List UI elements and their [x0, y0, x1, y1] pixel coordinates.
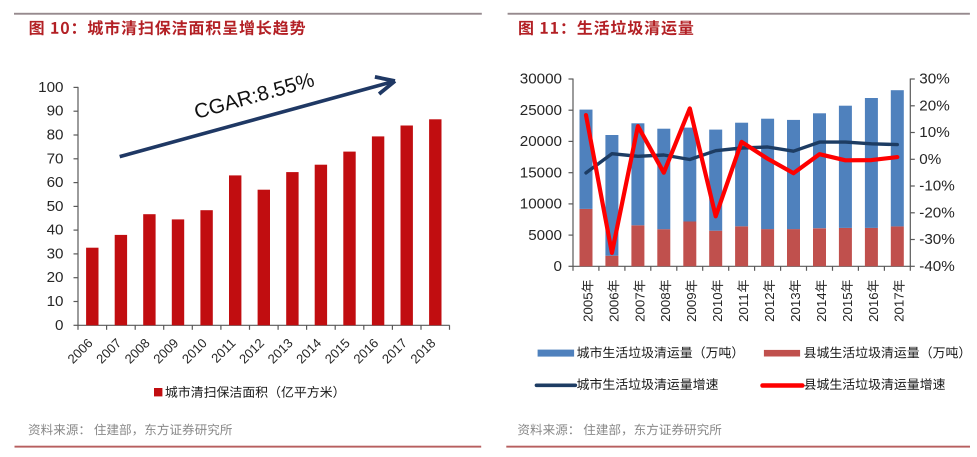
svg-text:10: 10 — [47, 293, 64, 310]
svg-text:30000: 30000 — [520, 71, 562, 88]
svg-text:40: 40 — [47, 222, 64, 239]
svg-text:50: 50 — [47, 198, 64, 215]
svg-text:2011: 2011 — [736, 293, 751, 322]
svg-text:2006: 2006 — [606, 292, 621, 322]
svg-text:30%: 30% — [919, 71, 949, 88]
svg-text:60: 60 — [47, 174, 64, 191]
svg-text:2008: 2008 — [658, 292, 673, 322]
svg-text:10000: 10000 — [520, 196, 562, 213]
svg-text:20: 20 — [47, 269, 64, 286]
svg-text:2013: 2013 — [788, 292, 803, 322]
svg-text:2017: 2017 — [892, 292, 907, 322]
svg-text:2009: 2009 — [684, 292, 699, 322]
svg-text:90: 90 — [47, 103, 64, 120]
svg-text:25000: 25000 — [520, 102, 562, 119]
svg-text:20000: 20000 — [520, 133, 562, 150]
svg-text:2005: 2005 — [580, 292, 595, 322]
svg-text:0%: 0% — [919, 151, 941, 168]
svg-text:15000: 15000 — [520, 164, 562, 181]
svg-text:30: 30 — [47, 245, 64, 262]
svg-text:10%: 10% — [919, 124, 949, 141]
svg-text:0: 0 — [55, 317, 63, 334]
svg-text:-30%: -30% — [919, 231, 954, 248]
svg-text:80: 80 — [47, 127, 64, 144]
svg-text:-40%: -40% — [919, 258, 954, 275]
svg-text:5000: 5000 — [528, 227, 562, 244]
svg-text:20%: 20% — [919, 98, 949, 115]
svg-text:2016: 2016 — [866, 292, 881, 322]
svg-text:-20%: -20% — [919, 205, 954, 222]
svg-text:2014: 2014 — [814, 292, 829, 322]
svg-text:-10%: -10% — [919, 178, 954, 195]
svg-text:70: 70 — [47, 150, 64, 167]
svg-text:2007: 2007 — [632, 292, 647, 322]
svg-text:2012: 2012 — [762, 292, 777, 322]
svg-text:100: 100 — [38, 79, 63, 96]
svg-text:2015: 2015 — [840, 292, 855, 322]
svg-text:0: 0 — [554, 258, 562, 275]
svg-text:2010: 2010 — [710, 292, 725, 322]
